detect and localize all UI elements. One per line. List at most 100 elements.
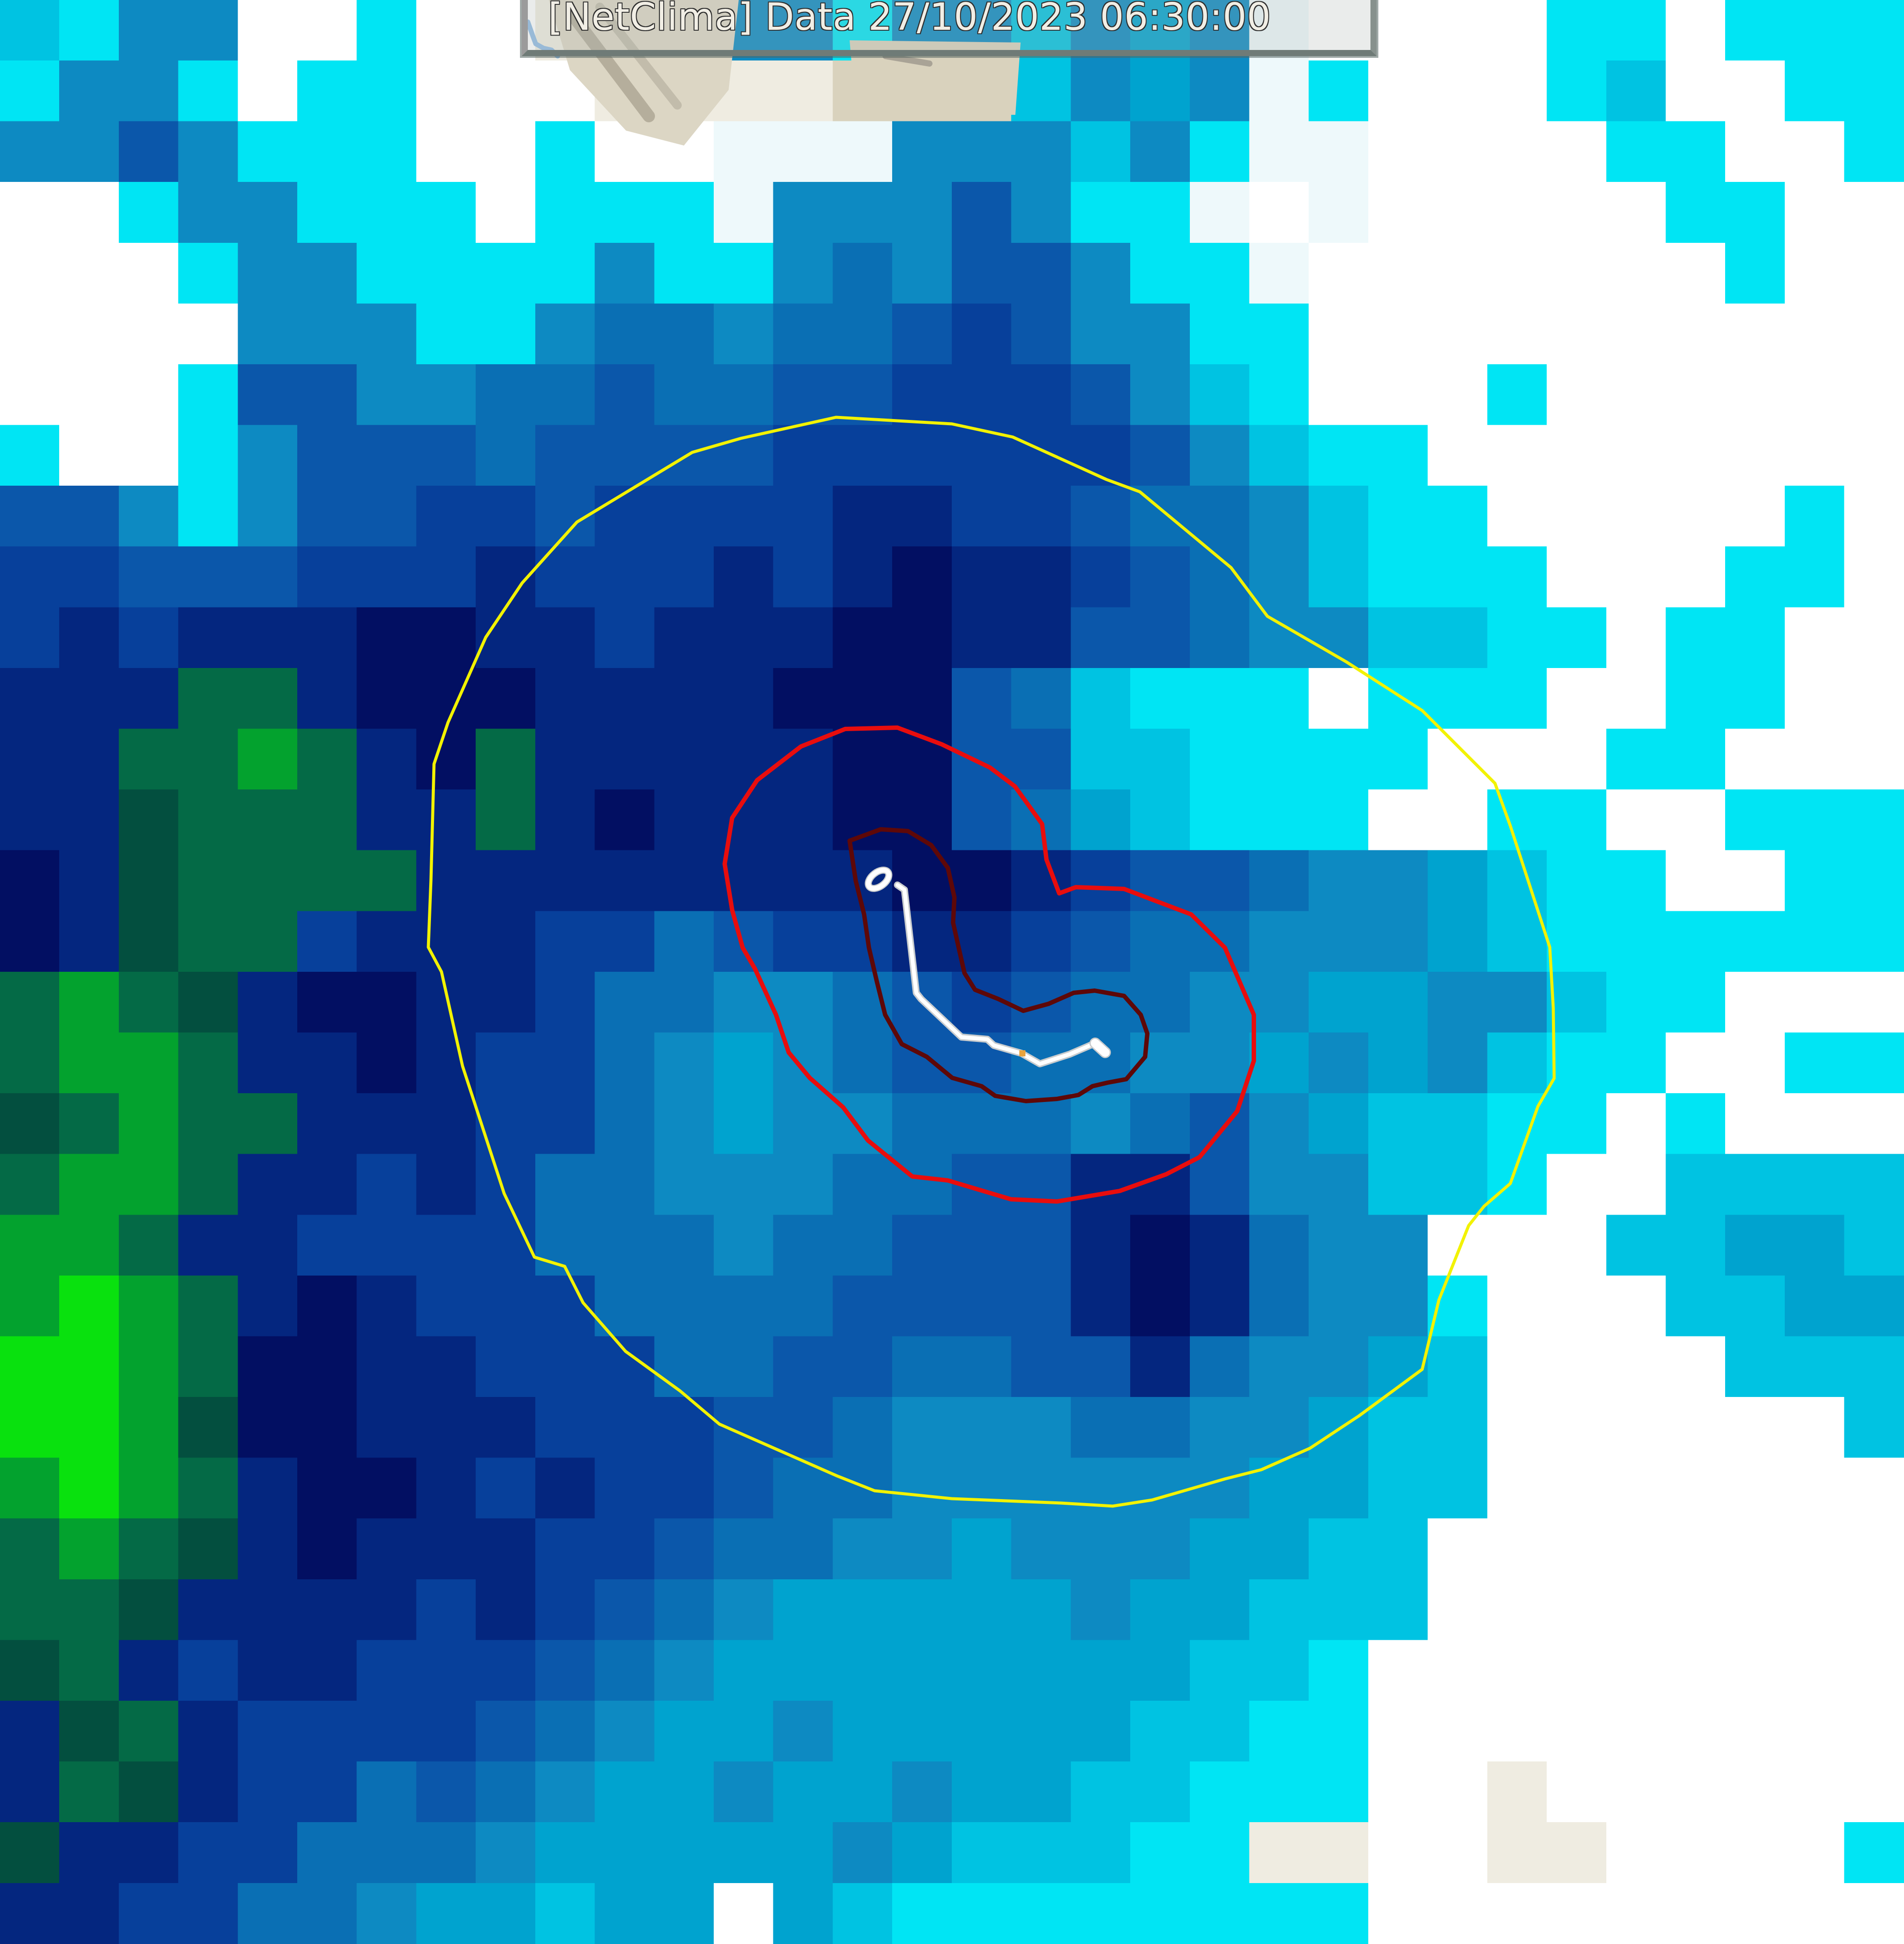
grid-cell bbox=[1785, 911, 1845, 973]
grid-cell bbox=[892, 182, 953, 243]
grid-cell bbox=[1547, 729, 1607, 790]
grid-cell bbox=[535, 1883, 595, 1944]
grid-cell bbox=[118, 425, 179, 487]
grid-cell bbox=[1725, 1397, 1786, 1458]
grid-cell bbox=[0, 1215, 60, 1276]
grid-cell bbox=[0, 364, 60, 426]
grid-cell bbox=[1309, 121, 1369, 183]
grid-cell bbox=[535, 242, 595, 304]
grid-cell bbox=[118, 850, 179, 912]
grid-cell bbox=[416, 1640, 477, 1702]
grid-cell bbox=[892, 1640, 953, 1702]
grid-cell bbox=[773, 1336, 833, 1398]
grid-cell bbox=[59, 971, 119, 1033]
grid-cell bbox=[178, 1579, 238, 1641]
grid-cell bbox=[833, 1761, 893, 1823]
grid-cell bbox=[118, 1397, 179, 1458]
grid-cell bbox=[1249, 1761, 1310, 1823]
grid-cell bbox=[1844, 1275, 1904, 1337]
grid-cell bbox=[1666, 789, 1726, 851]
grid-cell bbox=[59, 1761, 119, 1823]
grid-cell bbox=[1606, 789, 1666, 851]
grid-cell bbox=[1368, 364, 1428, 426]
grid-cell bbox=[59, 1397, 119, 1458]
grid-cell bbox=[951, 1640, 1012, 1702]
grid-cell bbox=[356, 607, 417, 669]
grid-cell bbox=[1785, 546, 1845, 608]
grid-cell bbox=[1130, 182, 1190, 243]
grid-cell bbox=[297, 486, 357, 547]
grid-cell bbox=[951, 1275, 1012, 1337]
grid-cell bbox=[1368, 1822, 1428, 1884]
grid-cell bbox=[238, 242, 298, 304]
grid-cell bbox=[1785, 121, 1845, 183]
grid-cell bbox=[297, 182, 357, 243]
grid-cell bbox=[773, 546, 833, 608]
grid-cell bbox=[1368, 1518, 1428, 1580]
grid-cell bbox=[1487, 789, 1548, 851]
grid-cell bbox=[1189, 364, 1250, 426]
grid-cell bbox=[0, 1397, 60, 1458]
grid-cell bbox=[476, 1336, 536, 1398]
grid-cell bbox=[1427, 121, 1488, 183]
grid-cell bbox=[654, 1457, 715, 1519]
grid-cell bbox=[535, 1457, 595, 1519]
grid-cell bbox=[535, 729, 595, 790]
grid-cell bbox=[714, 1093, 774, 1155]
grid-cell bbox=[1666, 1822, 1726, 1884]
grid-cell bbox=[1844, 729, 1904, 790]
grid-cell bbox=[1487, 668, 1548, 729]
grid-cell bbox=[416, 1093, 477, 1155]
grid-cell bbox=[1368, 546, 1428, 608]
grid-cell bbox=[773, 668, 833, 729]
grid-cell bbox=[1785, 1336, 1845, 1398]
grid-cell bbox=[951, 242, 1012, 304]
grid-cell bbox=[833, 729, 893, 790]
grid-cell bbox=[1487, 1032, 1548, 1094]
grid-cell bbox=[833, 607, 893, 669]
grid-cell bbox=[118, 729, 179, 790]
grid-cell bbox=[833, 1640, 893, 1702]
grid-cell bbox=[1368, 1154, 1428, 1215]
grid-cell bbox=[1785, 789, 1845, 851]
grid-cell bbox=[714, 971, 774, 1033]
grid-cell bbox=[1725, 1275, 1786, 1337]
grid-cell bbox=[238, 1701, 298, 1762]
grid-cell bbox=[416, 1579, 477, 1641]
grid-cell bbox=[1071, 486, 1131, 547]
grid-cell bbox=[1785, 1640, 1845, 1702]
grid-cell bbox=[773, 1883, 833, 1944]
grid-cell bbox=[356, 1883, 417, 1944]
grid-cell bbox=[1844, 242, 1904, 304]
grid-cell bbox=[1427, 607, 1488, 669]
grid-cell bbox=[892, 1701, 953, 1762]
grid-cell bbox=[297, 1457, 357, 1519]
grid-cell bbox=[1189, 1397, 1250, 1458]
grid-cell bbox=[773, 1822, 833, 1884]
grid-cell bbox=[1189, 1275, 1250, 1337]
grid-cell bbox=[833, 182, 893, 243]
grid-cell bbox=[178, 242, 238, 304]
grid-cell bbox=[297, 1032, 357, 1094]
grid-cell bbox=[1785, 1154, 1845, 1215]
terrain-streak bbox=[568, 11, 655, 122]
grid-cell bbox=[951, 364, 1012, 426]
grid-cell bbox=[0, 1275, 60, 1337]
grid-cell bbox=[1547, 607, 1607, 669]
grid-cell bbox=[535, 182, 595, 243]
grid-cell bbox=[59, 1640, 119, 1702]
grid-cell bbox=[1725, 1336, 1786, 1398]
grid-cell bbox=[0, 121, 60, 183]
grid-cell bbox=[59, 1883, 119, 1944]
grid-cell bbox=[1666, 364, 1726, 426]
grid-cell bbox=[1368, 1640, 1428, 1702]
grid-cell bbox=[297, 60, 357, 122]
grid-cell bbox=[773, 1397, 833, 1458]
grid-cell bbox=[654, 668, 715, 729]
grid-cell bbox=[892, 1215, 953, 1276]
grid-cell bbox=[1011, 182, 1071, 243]
grid-cell bbox=[118, 1640, 179, 1702]
grid-cell bbox=[1725, 789, 1786, 851]
grid-cell bbox=[1309, 850, 1369, 912]
grid-cell bbox=[773, 60, 833, 122]
